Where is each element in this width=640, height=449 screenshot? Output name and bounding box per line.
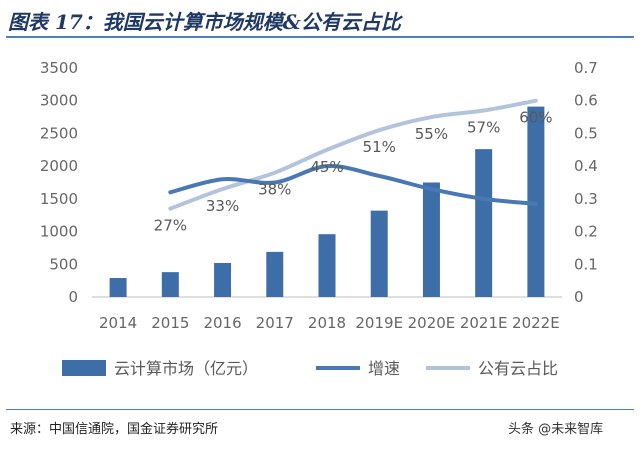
growth-rate-line <box>168 164 538 206</box>
x-tick-label: 2017 <box>256 314 294 332</box>
y-right-tick-label: 0.7 <box>574 59 598 77</box>
market-size-bar <box>422 182 440 297</box>
public-cloud-share-label: 33% <box>206 197 239 215</box>
x-tick-label: 2018 <box>308 314 346 332</box>
x-tick-label: 2020E <box>408 314 456 332</box>
y-right-tick-label: 0.3 <box>574 190 598 208</box>
y-left-tick-label: 1500 <box>40 190 78 208</box>
title-divider <box>6 36 634 38</box>
y-left-tick-label: 0 <box>68 288 78 306</box>
x-tick-label: 2021E <box>460 314 508 332</box>
market-size-bar <box>475 149 493 297</box>
public-cloud-share-label: 57% <box>467 119 500 137</box>
public-cloud-share-label: 51% <box>363 138 396 156</box>
legend-label-public-cloud: 公有云占比 <box>478 359 558 378</box>
market-size-bar <box>370 210 388 297</box>
y-left-tick-label: 2000 <box>40 157 78 175</box>
public-cloud-share-label: 60% <box>519 109 552 127</box>
legend-label-market-size: 云计算市场（亿元） <box>114 359 258 378</box>
x-tick-label: 2019E <box>355 314 403 332</box>
y-right-tick-label: 0 <box>574 288 584 306</box>
public-cloud-share-line <box>168 98 538 211</box>
watermark: 头条 @未来智库 <box>508 422 604 437</box>
market-size-bar <box>161 272 179 297</box>
y-right-tick-label: 0.4 <box>574 157 598 175</box>
y-left-tick-label: 3500 <box>40 59 78 77</box>
public-cloud-share-label: 27% <box>154 217 187 235</box>
y-right-tick-label: 0.6 <box>574 92 598 110</box>
y-left-tick-label: 500 <box>49 255 78 273</box>
y-left-tick-label: 2500 <box>40 124 78 142</box>
x-tick-label: 2016 <box>203 314 241 332</box>
y-right-tick-label: 0.5 <box>574 124 598 142</box>
market-size-bar <box>214 262 232 297</box>
source-divider <box>6 409 634 410</box>
y-right-tick-label: 0.1 <box>574 255 598 273</box>
legend-swatch-market-size <box>62 360 106 376</box>
y-left-tick-label: 3000 <box>40 92 78 110</box>
x-tick-label: 2022E <box>512 314 560 332</box>
figure-title: 图表 17：我国云计算市场规模&公有云占比 <box>8 10 401 34</box>
y-right-tick-label: 0.2 <box>574 223 598 241</box>
public-cloud-share-label: 38% <box>258 181 291 199</box>
public-cloud-share-label: 55% <box>415 125 448 143</box>
y-left-tick-label: 1000 <box>40 223 78 241</box>
x-tick-label: 2015 <box>151 314 189 332</box>
market-size-bar <box>266 251 284 297</box>
market-size-bar <box>318 234 336 297</box>
figure-header: 图表 17：我国云计算市场规模&公有云占比 <box>0 0 640 38</box>
public-cloud-share-label: 45% <box>310 158 343 176</box>
market-size-chart: 0 500 1000 1500 2000 2500 3000 3500 0 0.1 0.2 0.3 0.… <box>40 59 598 378</box>
market-size-bar <box>109 278 127 297</box>
x-tick-label: 2014 <box>99 314 137 332</box>
source-note: 来源：中国信通院，国金证券研究所 <box>10 422 219 437</box>
legend-label-growth: 增速 <box>368 359 400 378</box>
